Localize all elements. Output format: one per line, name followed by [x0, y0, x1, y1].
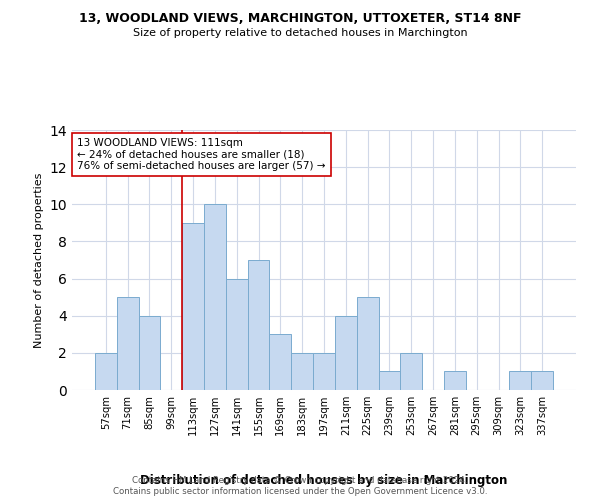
Bar [117, 297, 139, 390]
Bar [182, 223, 204, 390]
Y-axis label: Number of detached properties: Number of detached properties [34, 172, 44, 348]
Text: 13, WOODLAND VIEWS, MARCHINGTON, UTTOXETER, ST14 8NF: 13, WOODLAND VIEWS, MARCHINGTON, UTTOXET… [79, 12, 521, 26]
Bar [531, 372, 553, 390]
Bar [226, 278, 248, 390]
Bar [444, 372, 466, 390]
Bar [248, 260, 269, 390]
Text: Size of property relative to detached houses in Marchington: Size of property relative to detached ho… [133, 28, 467, 38]
Bar [335, 316, 357, 390]
Bar [379, 372, 400, 390]
Bar [313, 353, 335, 390]
Bar [95, 353, 117, 390]
Bar [139, 316, 160, 390]
Bar [204, 204, 226, 390]
Bar [269, 334, 291, 390]
Text: Contains public sector information licensed under the Open Government Licence v3: Contains public sector information licen… [113, 488, 487, 496]
Bar [357, 297, 379, 390]
Bar [400, 353, 422, 390]
Bar [291, 353, 313, 390]
Text: 13 WOODLAND VIEWS: 111sqm
← 24% of detached houses are smaller (18)
76% of semi-: 13 WOODLAND VIEWS: 111sqm ← 24% of detac… [77, 138, 326, 171]
X-axis label: Distribution of detached houses by size in Marchington: Distribution of detached houses by size … [140, 474, 508, 487]
Bar [509, 372, 531, 390]
Text: Contains HM Land Registry data © Crown copyright and database right 2024.: Contains HM Land Registry data © Crown c… [132, 476, 468, 485]
